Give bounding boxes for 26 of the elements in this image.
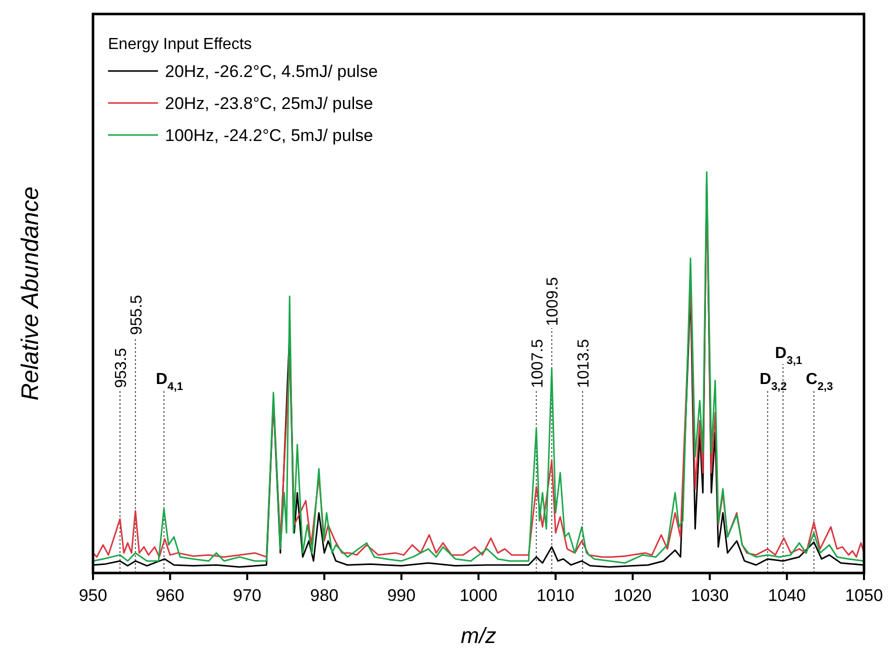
ref-line-label: 955.5 [128,294,146,335]
ref-line-label: D$_{3,2}$ [760,371,787,393]
ref-line-label: 1013.5 [576,338,593,388]
x-tick-label: 1050 [845,586,883,605]
legend-label: 20Hz, -26.2°C, 4.5mJ/ pulse [165,62,378,81]
x-tick-label: 1020 [614,586,652,605]
legend-label: 20Hz, -23.8°C, 25mJ/ pulse [165,94,374,113]
ref-line-label: 1007.5 [529,338,546,388]
ref-line-label: 953.5 [112,348,130,388]
x-tick-label: 1040 [768,586,806,605]
legend-label: 100Hz, -24.2°C, 5mJ/ pulse [165,126,374,145]
legend-title: Energy Input Effects [108,36,252,53]
x-tick-label: 970 [233,586,262,605]
x-tick-label: 1010 [536,586,575,605]
x-tick-label: 1000 [460,586,498,605]
x-tick-label: 980 [310,586,338,605]
ref-line-label: 1009.5 [544,276,562,326]
x-tick-label: 1030 [690,586,729,605]
x-axis-title: m/z [460,623,496,648]
ref-line-label: D$_{3,1}$ [775,345,802,367]
ref-line-label: C$_{2,3}$ [806,371,834,393]
x-tick-label: 960 [156,586,184,605]
x-tick-label: 990 [387,586,416,605]
y-axis-title: Relative Abundance [17,186,44,400]
ref-line-label: D$_{4,1}$ [156,371,184,393]
x-tick-label: 950 [78,586,108,605]
